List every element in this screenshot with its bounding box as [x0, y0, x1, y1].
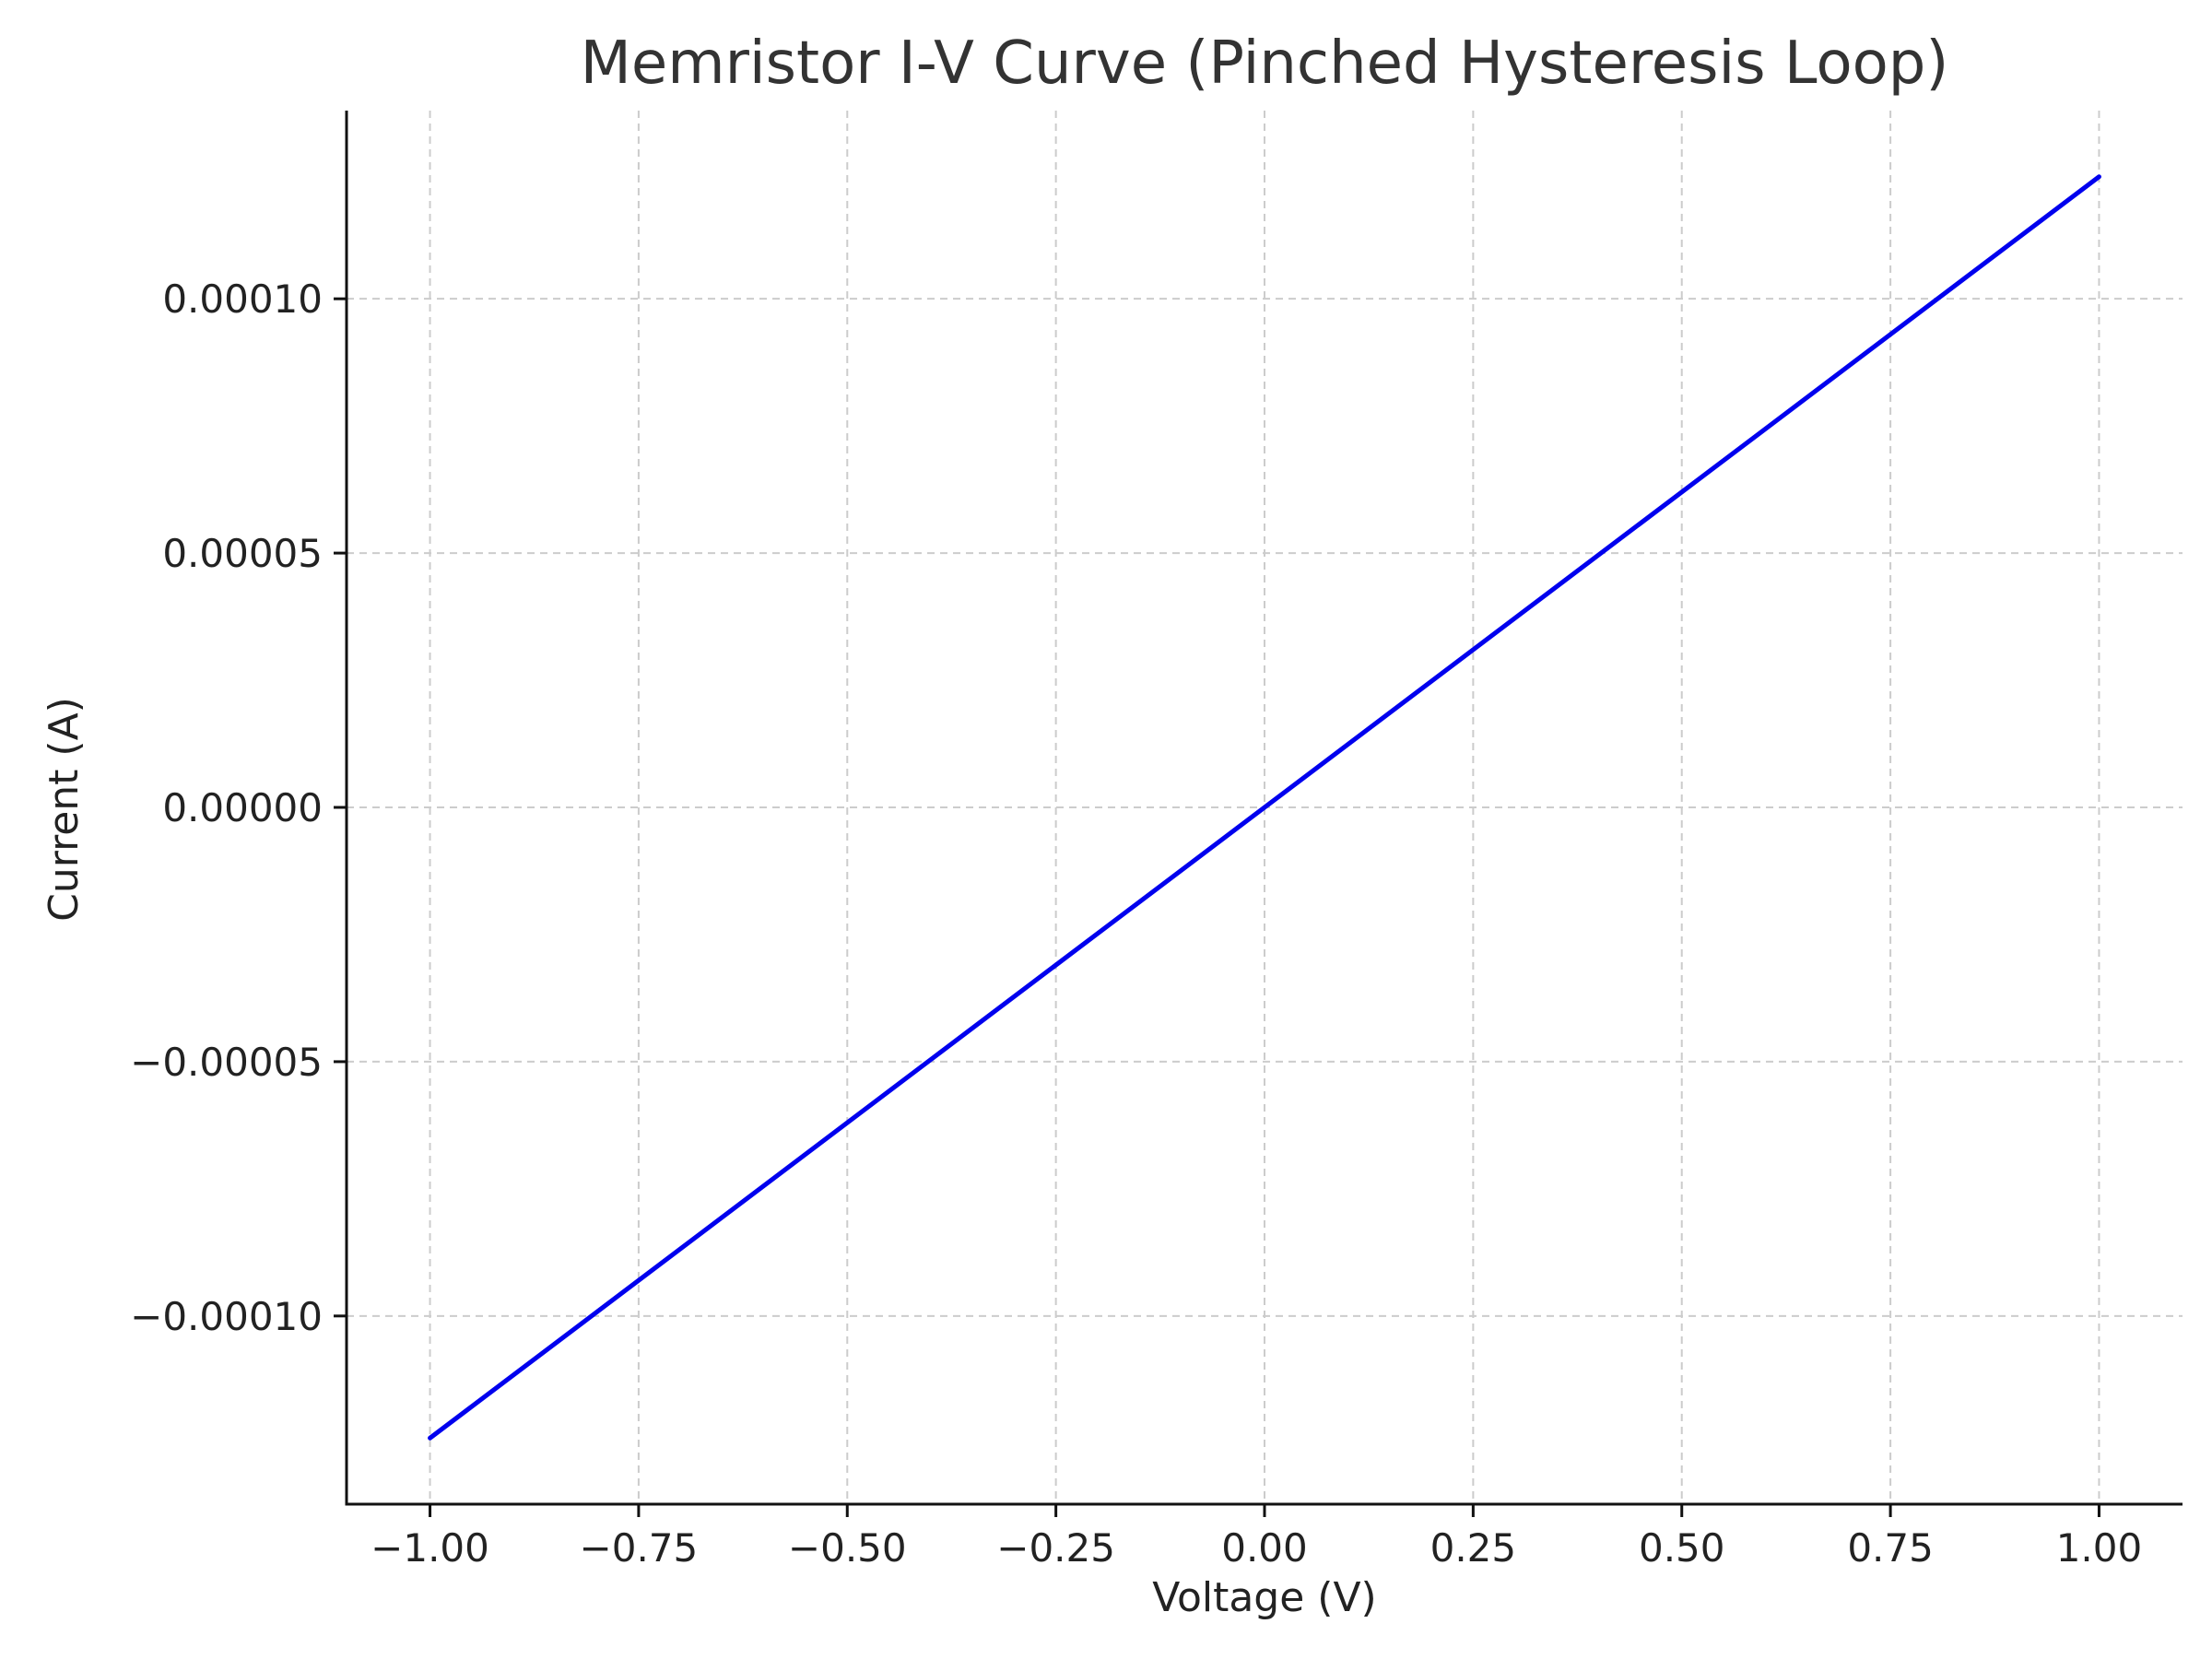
x-tick-label: 1.00: [2056, 1525, 2143, 1571]
axis-spines: [345, 111, 2183, 1506]
x-tick-label: 0.50: [1639, 1525, 1725, 1571]
x-tick-label: 0.25: [1430, 1525, 1517, 1571]
x-tick-label: 0.00: [1221, 1525, 1308, 1571]
x-tick-label: −0.50: [788, 1525, 907, 1571]
y-tick-label: −0.00005: [130, 1040, 323, 1085]
x-tick-layer: −1.00 −0.75 −0.50 −0.25 0.00 0.25 0.50 0.75 1.00: [371, 1504, 2142, 1571]
x-tick-label: −0.25: [996, 1525, 1115, 1571]
chart-title: Memristor I-V Curve (Pinched Hysteresis …: [581, 29, 1949, 98]
series-layer: [428, 174, 2101, 1441]
x-axis-label: Voltage (V): [1152, 1574, 1376, 1621]
x-tick-label: −0.75: [580, 1525, 699, 1571]
x-tick-label: −1.00: [371, 1525, 489, 1571]
y-tick-label: 0.00000: [162, 785, 323, 830]
series-line-0: [428, 174, 2101, 1441]
y-tick-label: 0.00010: [162, 276, 323, 322]
axes-layer: [345, 111, 2183, 1506]
y-tick-label: −0.00010: [130, 1294, 323, 1339]
x-tick-label: 0.75: [1847, 1525, 1934, 1571]
y-tick-layer: 0.00010 0.00005 0.00000 −0.00005 −0.00010: [130, 276, 347, 1339]
y-tick-label: 0.00005: [162, 531, 323, 576]
y-axis-label: Current (A): [41, 697, 88, 922]
